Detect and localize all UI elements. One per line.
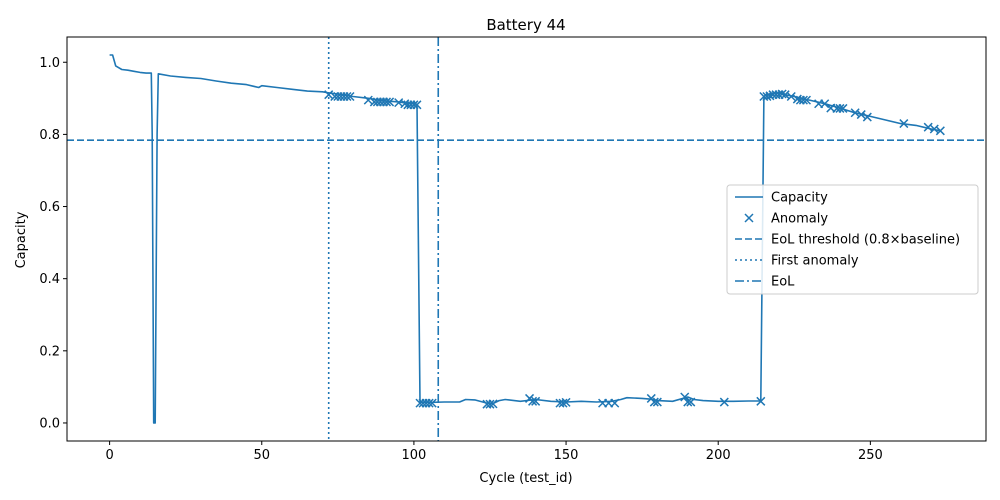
anomaly-point xyxy=(652,397,662,407)
x-tick-label: 200 xyxy=(706,448,731,463)
x-tick-label: 50 xyxy=(253,448,270,463)
anomaly-point xyxy=(363,95,373,105)
y-tick-label: 0.0 xyxy=(39,416,60,431)
legend-box xyxy=(726,184,979,295)
y-axis-label: Capacity xyxy=(14,211,29,268)
y-tick-label: 1.0 xyxy=(39,56,60,71)
anomaly-point xyxy=(610,398,620,408)
legend-label: EoL xyxy=(771,275,795,290)
y-tick-label: 0.6 xyxy=(39,200,60,215)
anomaly-point xyxy=(835,103,845,113)
anomaly-point xyxy=(528,396,538,406)
x-axis-label: Cycle (test_id) xyxy=(479,471,572,486)
anomaly-point xyxy=(409,100,419,110)
anomaly-point xyxy=(345,91,355,102)
plot-area: 0 50 100 150 200 250 0.0 0.2 0.4 0.6 0.8 1.0 xyxy=(39,36,987,463)
anomaly-point xyxy=(935,126,945,136)
anomaly-point xyxy=(801,95,811,105)
anomaly-point xyxy=(485,399,495,409)
chart-title: Battery 44 xyxy=(486,16,565,34)
anomaly-point xyxy=(381,97,392,107)
y-tick-label: 0.8 xyxy=(39,128,60,143)
anomaly-point xyxy=(649,397,659,407)
y-tick-label: 0.4 xyxy=(39,272,60,287)
anomaly-point xyxy=(531,396,541,406)
anomaly-point xyxy=(561,397,571,407)
legend-swatch xyxy=(744,213,754,223)
anomaly-point xyxy=(838,103,848,113)
x-tick-label: 0 xyxy=(105,448,113,463)
anomaly-point xyxy=(798,95,808,105)
anomaly-point xyxy=(412,100,422,110)
anomaly-point xyxy=(756,396,766,406)
anomaly-markers xyxy=(324,89,945,409)
y-tick-label: 0.2 xyxy=(39,344,60,359)
anomaly-point xyxy=(786,91,796,102)
anomaly-point xyxy=(342,91,352,102)
legend-label: Capacity xyxy=(771,191,828,206)
legend-label: Anomaly xyxy=(771,212,828,227)
x-tick-label: 250 xyxy=(858,448,883,463)
anomaly-point xyxy=(558,398,568,408)
legend: Capacity Anomaly EoL threshold (0.8×baseli… xyxy=(726,184,979,295)
legend-label: EoL threshold (0.8×baseline) xyxy=(771,233,960,248)
anomaly-point xyxy=(488,399,498,409)
anomaly-point xyxy=(856,110,866,120)
x-tick-label: 150 xyxy=(554,448,579,463)
x-tick-label: 100 xyxy=(401,448,426,463)
anomaly-point xyxy=(719,397,729,407)
anomaly-point xyxy=(820,99,830,109)
anomaly-point xyxy=(899,119,909,129)
anomaly-point xyxy=(686,397,696,407)
anomaly-point xyxy=(424,398,434,408)
anomaly-point xyxy=(427,398,437,408)
anomaly-point xyxy=(683,397,693,407)
axes-frame xyxy=(66,36,987,442)
legend-label: First anomaly xyxy=(771,254,859,269)
anomaly-point xyxy=(862,112,872,122)
anomaly-point xyxy=(777,89,787,99)
anomaly-point xyxy=(385,97,395,107)
